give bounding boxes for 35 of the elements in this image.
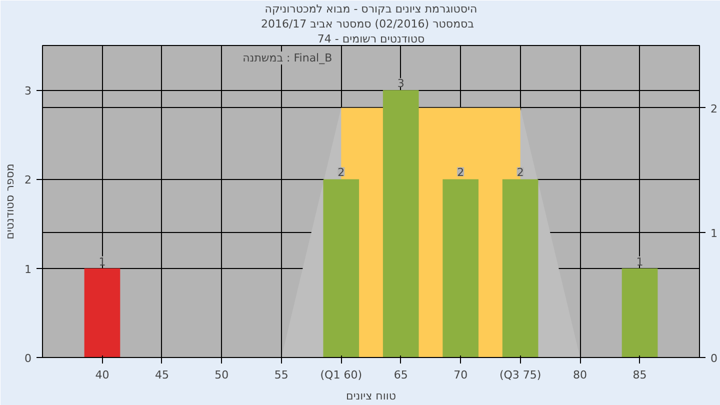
y-tick-label: 2 xyxy=(24,174,32,187)
y-tick-label: 1 xyxy=(24,262,32,276)
bar xyxy=(622,268,658,358)
data-label: 2 xyxy=(338,166,345,180)
data-label: 2 xyxy=(457,166,464,180)
x-tick-label: (Q3 75) xyxy=(499,368,542,382)
text: סטודנטים רשומים - 74 xyxy=(317,32,425,46)
y-tick-label: 3 xyxy=(24,84,32,98)
x-tick-label: 45 xyxy=(154,368,169,382)
x-tick-label: 70 xyxy=(454,368,468,382)
y-axis-title: מספר סטודנטים xyxy=(4,164,16,240)
bar xyxy=(442,179,479,358)
bar xyxy=(502,179,538,358)
data-label: 2 xyxy=(516,166,524,180)
bar xyxy=(84,268,120,358)
y2-tick-label: 2 xyxy=(710,102,718,116)
bar xyxy=(382,90,419,358)
y2-tick-label: 1 xyxy=(710,227,718,240)
x-tick-label: 80 xyxy=(573,368,588,382)
y-tick-label: 0 xyxy=(24,352,32,365)
chart-subtitle: בסמסטר (02/2016) סמסטר אביב 2016/17 xyxy=(260,18,474,30)
annotation: במשתנה : Final_B xyxy=(242,52,332,64)
x-tick-label: 55 xyxy=(274,368,288,382)
x-tick-label: 65 xyxy=(394,368,408,382)
x-tick-label: (Q1 60) xyxy=(320,368,362,382)
data-label: 3 xyxy=(397,77,404,90)
x-tick-label: 40 xyxy=(95,368,110,382)
data-label: 1 xyxy=(98,255,106,268)
x-axis-title: טווח ציונים xyxy=(346,390,396,402)
x-tick-label: 50 xyxy=(214,368,229,382)
data-label: 1 xyxy=(636,255,644,268)
chart-title: היסטוגרמת ציונים בקורס - מבוא למכטרוניקה xyxy=(264,2,478,16)
bar xyxy=(323,179,360,358)
y2-tick-label: 0 xyxy=(710,352,718,365)
x-tick-label: 85 xyxy=(632,368,647,382)
